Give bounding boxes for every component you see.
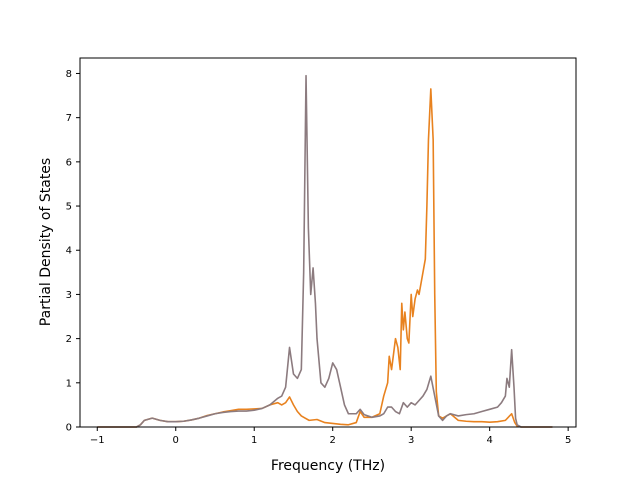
y-tick-label: 6	[66, 157, 72, 168]
x-tick-label: 1	[251, 435, 257, 446]
x-tick-label: −1	[90, 435, 105, 446]
y-tick-label: 0	[66, 423, 72, 434]
y-tick-label: 3	[66, 290, 72, 301]
x-tick-label: 0	[173, 435, 179, 446]
y-axis-label: Partial Density of States	[38, 158, 54, 326]
plot-frame	[79, 57, 577, 428]
x-tick-label: 5	[565, 435, 571, 446]
y-axis-ticks: 0 1 2 3 4 5 6 7 8	[66, 69, 80, 434]
x-tick-label: 4	[486, 435, 492, 446]
y-tick-label: 4	[66, 246, 72, 257]
series-line-1	[97, 88, 553, 428]
y-tick-label: 8	[66, 69, 72, 80]
y-tick-label: 1	[66, 378, 72, 389]
y-tick-label: 5	[66, 202, 72, 213]
y-tick-label: 2	[66, 334, 72, 345]
plot-lines	[97, 74, 553, 428]
x-axis-ticks: −1 0 1 2 3 4 5	[90, 427, 571, 446]
x-axis-label: Frequency (THz)	[271, 458, 385, 474]
x-tick-label: 2	[330, 435, 336, 446]
y-tick-label: 7	[66, 113, 72, 124]
series-line-2	[97, 74, 553, 428]
x-tick-label: 3	[408, 435, 414, 446]
